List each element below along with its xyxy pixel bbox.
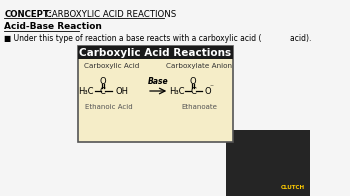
Text: O: O: [190, 76, 196, 85]
Text: Ethanoate: Ethanoate: [181, 104, 217, 110]
Text: Carboxylic Acid Reactions: Carboxylic Acid Reactions: [79, 47, 231, 57]
Text: CLUTCH: CLUTCH: [281, 185, 305, 190]
Text: H₃C: H₃C: [169, 86, 184, 95]
Text: ⁻: ⁻: [210, 83, 214, 92]
Text: H₃C: H₃C: [78, 86, 94, 95]
Text: Ethanoic Acid: Ethanoic Acid: [85, 104, 133, 110]
Text: Carboxylic Acid: Carboxylic Acid: [84, 63, 139, 69]
Text: ■ Under this type of reaction a base reacts with a carboxylic acid (            : ■ Under this type of reaction a base rea…: [5, 34, 312, 43]
Text: O: O: [99, 76, 106, 85]
Bar: [226, 130, 310, 196]
Bar: [78, 46, 233, 142]
Text: Carboxylate Anion: Carboxylate Anion: [166, 63, 232, 69]
Bar: [78, 46, 233, 59]
Text: O: O: [205, 86, 211, 95]
Text: CARBOXYLIC ACID REACTIONS: CARBOXYLIC ACID REACTIONS: [42, 10, 176, 19]
Text: C: C: [100, 86, 106, 95]
Text: CONCEPT:: CONCEPT:: [5, 10, 52, 19]
Text: C: C: [190, 86, 196, 95]
Text: Acid-Base Reaction: Acid-Base Reaction: [5, 22, 102, 31]
Text: OH: OH: [115, 86, 128, 95]
Text: Base: Base: [148, 77, 168, 86]
